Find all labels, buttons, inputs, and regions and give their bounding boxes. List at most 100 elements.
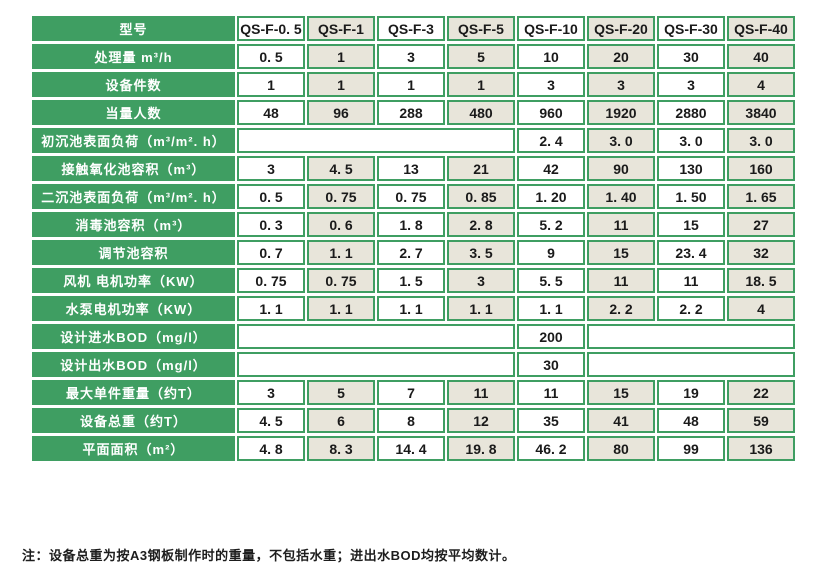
empty-cell bbox=[587, 324, 795, 349]
table-row: 接触氧化池容积（m³） 3 4. 5 13 21 42 90 130 160 bbox=[32, 156, 795, 181]
value-cell: 130 bbox=[657, 156, 725, 181]
model-header-cell: QS-F-3 bbox=[377, 16, 445, 41]
table-row: 调节池容积 0. 7 1. 1 2. 7 3. 5 9 15 23. 4 32 bbox=[32, 240, 795, 265]
value-cell: 15 bbox=[657, 212, 725, 237]
table-row: 最大单件重量（约T） 3 5 7 11 11 15 19 22 bbox=[32, 380, 795, 405]
value-cell: 2. 8 bbox=[447, 212, 515, 237]
model-header-cell: QS-F-40 bbox=[727, 16, 795, 41]
value-cell: 35 bbox=[517, 408, 585, 433]
value-cell: 9 bbox=[517, 240, 585, 265]
value-cell: 4 bbox=[727, 72, 795, 97]
table-row: 当量人数 48 96 288 480 960 1920 2880 3840 bbox=[32, 100, 795, 125]
model-header-cell: QS-F-0. 5 bbox=[237, 16, 305, 41]
row-label-cell: 处理量 m³/h bbox=[32, 44, 235, 69]
row-label-cell: 调节池容积 bbox=[32, 240, 235, 265]
value-cell: 46. 2 bbox=[517, 436, 585, 461]
value-cell: 21 bbox=[447, 156, 515, 181]
value-cell: 160 bbox=[727, 156, 795, 181]
value-cell: 2880 bbox=[657, 100, 725, 125]
corner-label-cell: 型号 bbox=[32, 16, 235, 41]
row-label-cell: 设备件数 bbox=[32, 72, 235, 97]
value-cell: 32 bbox=[727, 240, 795, 265]
value-cell: 41 bbox=[587, 408, 655, 433]
spec-table: 型号 QS-F-0. 5 QS-F-1 QS-F-3 QS-F-5 QS-F-10 QS-F… bbox=[30, 13, 797, 464]
value-cell: 4 bbox=[727, 296, 795, 321]
value-cell: 48 bbox=[237, 100, 305, 125]
value-cell: 3 bbox=[447, 268, 515, 293]
empty-cell bbox=[587, 352, 795, 377]
model-header-cell: QS-F-10 bbox=[517, 16, 585, 41]
value-cell: 4. 5 bbox=[237, 408, 305, 433]
value-cell: 3. 0 bbox=[727, 128, 795, 153]
value-cell: 1. 40 bbox=[587, 184, 655, 209]
value-cell: 11 bbox=[517, 380, 585, 405]
value-cell: 5 bbox=[307, 380, 375, 405]
value-cell: 1. 1 bbox=[447, 296, 515, 321]
value-cell: 96 bbox=[307, 100, 375, 125]
footnote: 注：设备总重为按A3钢板制作时的重量，不包括水重；进出水BOD均按平均数计。 bbox=[22, 548, 516, 563]
model-header-cell: QS-F-1 bbox=[307, 16, 375, 41]
value-cell: 3 bbox=[237, 156, 305, 181]
value-cell: 1. 1 bbox=[377, 296, 445, 321]
value-cell: 15 bbox=[587, 380, 655, 405]
value-cell: 42 bbox=[517, 156, 585, 181]
value-cell: 1 bbox=[307, 44, 375, 69]
row-label-cell: 初沉池表面负荷（m³/m². h） bbox=[32, 128, 235, 153]
empty-cell bbox=[237, 324, 515, 349]
value-cell: 2. 2 bbox=[657, 296, 725, 321]
value-cell: 0. 75 bbox=[377, 184, 445, 209]
value-cell: 3840 bbox=[727, 100, 795, 125]
model-header-cell: QS-F-20 bbox=[587, 16, 655, 41]
value-cell: 19. 8 bbox=[447, 436, 515, 461]
value-cell: 0. 5 bbox=[237, 44, 305, 69]
value-cell: 0. 75 bbox=[237, 268, 305, 293]
value-cell: 14. 4 bbox=[377, 436, 445, 461]
row-label-cell: 平面面积（m²） bbox=[32, 436, 235, 461]
value-cell: 6 bbox=[307, 408, 375, 433]
row-label-cell: 设计出水BOD（mg/l） bbox=[32, 352, 235, 377]
value-cell: 5 bbox=[447, 44, 515, 69]
value-cell: 0. 6 bbox=[307, 212, 375, 237]
value-cell: 22 bbox=[727, 380, 795, 405]
value-cell: 3 bbox=[517, 72, 585, 97]
value-cell: 0. 3 bbox=[237, 212, 305, 237]
row-label-cell: 接触氧化池容积（m³） bbox=[32, 156, 235, 181]
value-cell: 136 bbox=[727, 436, 795, 461]
value-cell: 11 bbox=[587, 212, 655, 237]
value-cell: 1. 1 bbox=[517, 296, 585, 321]
value-cell: 200 bbox=[517, 324, 585, 349]
empty-cell bbox=[237, 128, 515, 153]
value-cell: 3. 0 bbox=[587, 128, 655, 153]
value-cell: 1 bbox=[447, 72, 515, 97]
value-cell: 480 bbox=[447, 100, 515, 125]
value-cell: 30 bbox=[657, 44, 725, 69]
value-cell: 3 bbox=[587, 72, 655, 97]
value-cell: 1. 1 bbox=[237, 296, 305, 321]
value-cell: 8 bbox=[377, 408, 445, 433]
row-label-cell: 二沉池表面负荷（m³/m². h） bbox=[32, 184, 235, 209]
table-row: 设计进水BOD（mg/l） 200 bbox=[32, 324, 795, 349]
value-cell: 960 bbox=[517, 100, 585, 125]
row-label-cell: 风机 电机功率（KW） bbox=[32, 268, 235, 293]
value-cell: 3 bbox=[237, 380, 305, 405]
value-cell: 5. 2 bbox=[517, 212, 585, 237]
value-cell: 8. 3 bbox=[307, 436, 375, 461]
value-cell: 4. 8 bbox=[237, 436, 305, 461]
value-cell: 1920 bbox=[587, 100, 655, 125]
table-row: 设计出水BOD（mg/l） 30 bbox=[32, 352, 795, 377]
table-row: 处理量 m³/h 0. 5 1 3 5 10 20 30 40 bbox=[32, 44, 795, 69]
value-cell: 13 bbox=[377, 156, 445, 181]
value-cell: 288 bbox=[377, 100, 445, 125]
value-cell: 90 bbox=[587, 156, 655, 181]
value-cell: 10 bbox=[517, 44, 585, 69]
value-cell: 0. 75 bbox=[307, 184, 375, 209]
value-cell: 1. 20 bbox=[517, 184, 585, 209]
value-cell: 1. 65 bbox=[727, 184, 795, 209]
value-cell: 3 bbox=[657, 72, 725, 97]
table-row: 设备总重（约T） 4. 5 6 8 12 35 41 48 59 bbox=[32, 408, 795, 433]
row-label-cell: 设计进水BOD（mg/l） bbox=[32, 324, 235, 349]
model-header-cell: QS-F-30 bbox=[657, 16, 725, 41]
value-cell: 80 bbox=[587, 436, 655, 461]
row-label-cell: 消毒池容积（m³） bbox=[32, 212, 235, 237]
